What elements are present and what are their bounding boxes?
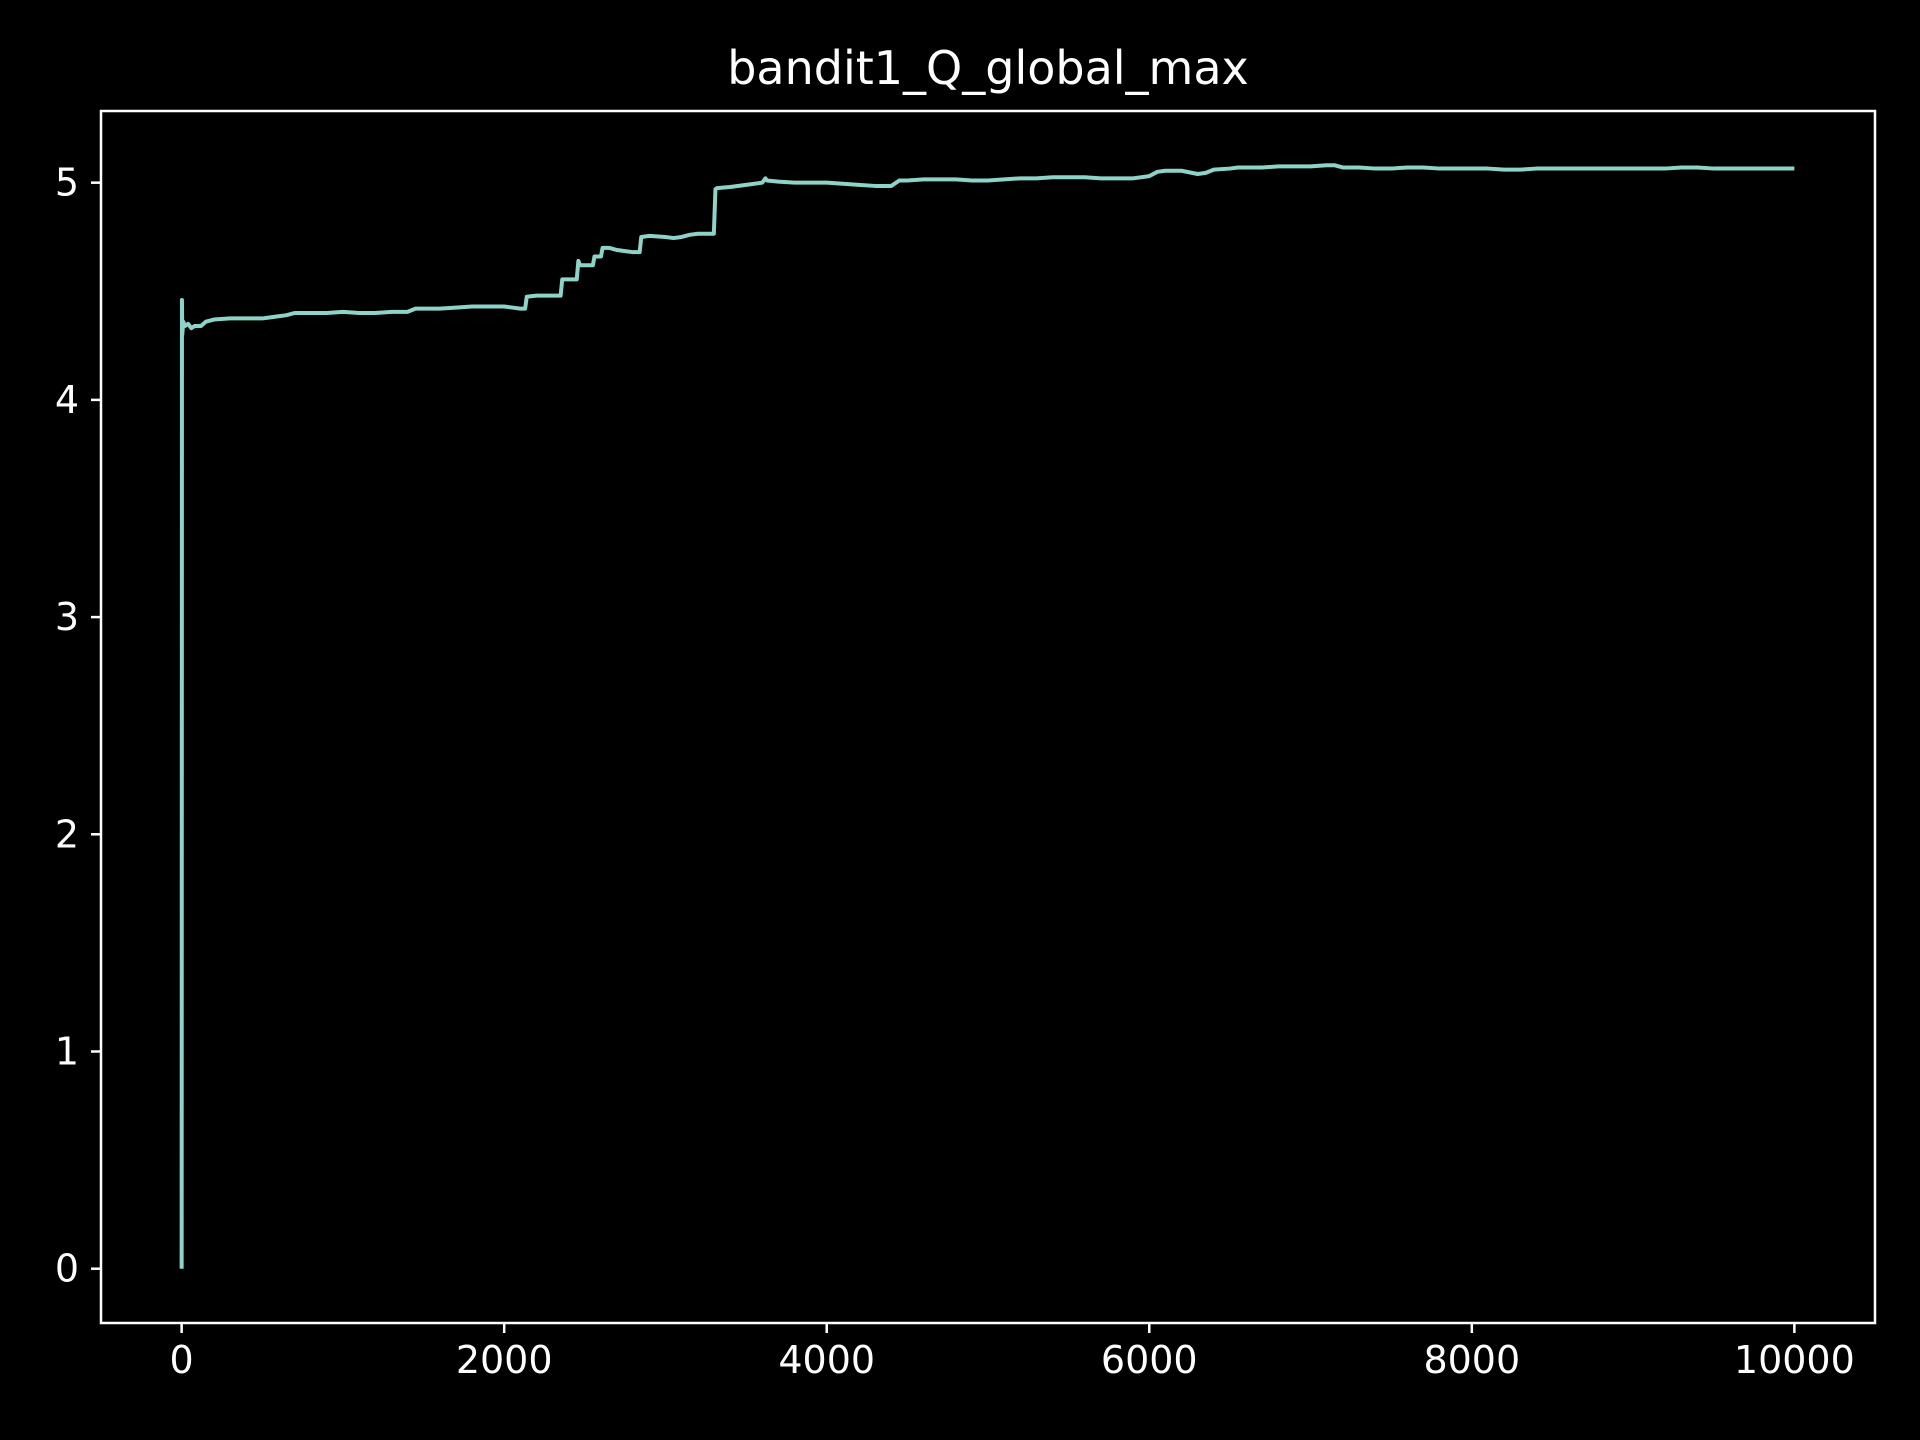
x-tick-label: 10000	[1734, 1338, 1855, 1382]
x-axis: 0 2000 4000 6000 8000 10000	[170, 1323, 1855, 1382]
x-tick-label: 2000	[456, 1338, 553, 1382]
y-axis: 0 1 2 3 4 5	[55, 161, 101, 1291]
x-tick-label: 0	[170, 1338, 194, 1382]
y-tick-label: 2	[55, 812, 79, 856]
y-tick-label: 3	[55, 595, 79, 639]
y-tick-label: 5	[55, 161, 79, 205]
y-tick-label: 0	[55, 1247, 79, 1291]
chart-title: bandit1_Q_global_max	[727, 41, 1249, 95]
series-group	[179, 163, 1795, 1269]
plot-frame	[99, 109, 1877, 1325]
x-tick-label: 6000	[1101, 1338, 1198, 1382]
x-tick-label: 4000	[778, 1338, 875, 1382]
series-line-0	[179, 163, 1795, 1269]
y-tick-label: 1	[55, 1029, 79, 1073]
y-tick-label: 4	[55, 378, 79, 422]
x-tick-label: 8000	[1423, 1338, 1520, 1382]
